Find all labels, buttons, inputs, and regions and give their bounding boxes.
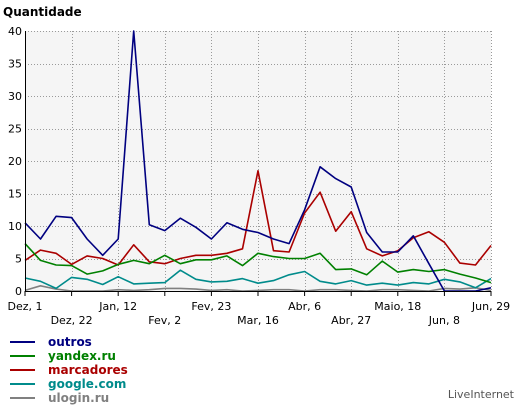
series-line-yandex-ru [24, 243, 492, 284]
x-tick-label: Maio, 18 [374, 300, 421, 313]
axes [25, 31, 491, 292]
x-tick-label: Abr, 6 [288, 300, 321, 313]
legend-label: google.com [48, 377, 126, 391]
y-tick-label: 15 [8, 188, 22, 201]
gridlines [25, 31, 492, 291]
y-tick-label: 40 [8, 25, 22, 38]
y-tick-label: 10 [8, 220, 22, 233]
liveinternet-watermark: LiveInternet [448, 388, 515, 401]
legend-label: yandex.ru [48, 349, 116, 363]
x-tick-label: Dez, 1 [7, 300, 42, 313]
series-line-google-com [24, 269, 492, 290]
x-tick-label: Jun, 8 [428, 314, 460, 327]
y-tick-label: 35 [8, 58, 22, 71]
x-tick-label: Abr, 27 [331, 314, 371, 327]
x-tick-label: Jun, 29 [471, 300, 510, 313]
series-line-outros [24, 30, 492, 292]
chart-title: Quantidade [3, 5, 82, 19]
x-tick-label: Jan, 12 [98, 300, 137, 313]
y-tick-label: 30 [8, 90, 22, 103]
x-tick-label: Fev, 23 [191, 300, 231, 313]
series-line-marcadores [24, 170, 492, 266]
legend: outrosyandex.rumarcadoresgoogle.comulogi… [10, 335, 128, 405]
x-tick-label: Fev, 2 [148, 314, 181, 327]
y-tick-label: 0 [15, 285, 22, 298]
series-lines [24, 30, 492, 292]
x-tick-label: Dez, 22 [51, 314, 93, 327]
legend-label: outros [48, 335, 92, 349]
y-axis-ticks: 0 5 10 15 20 25 30 35 40 [8, 25, 22, 298]
y-tick-label: 5 [15, 253, 22, 266]
y-tick-label: 25 [8, 123, 22, 136]
x-axis-ticks: Dez, 1 Dez, 22 Jan, 12 Fev, 2 Fev, 23 Mar, 16… [7, 291, 510, 327]
y-tick-label: 20 [8, 155, 22, 168]
legend-label: ulogin.ru [48, 391, 109, 405]
legend-label: marcadores [48, 363, 128, 377]
x-tick-label: Mar, 16 [237, 314, 279, 327]
